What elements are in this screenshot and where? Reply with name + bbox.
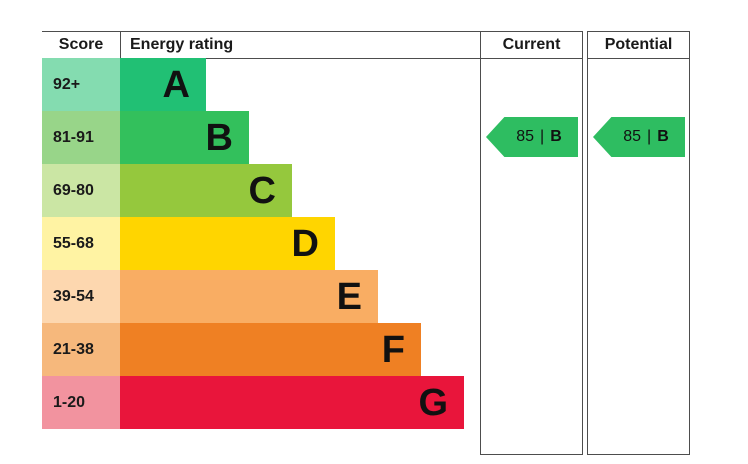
band-row: 39-54 E (42, 270, 378, 323)
band-row: 81-91 B (42, 111, 249, 164)
rating-bar: D (120, 217, 335, 270)
rating-bar: A (120, 58, 206, 111)
potential-header: Potential (588, 32, 689, 59)
rating-bar: F (120, 323, 421, 376)
band-row: 55-68 D (42, 217, 335, 270)
score-range-label: 21-38 (42, 323, 120, 376)
rating-bar: G (120, 376, 464, 429)
score-range-label: 81-91 (42, 111, 120, 164)
current-rating-value: 85 (516, 128, 535, 145)
score-column-divider (120, 31, 121, 58)
rating-letter: E (336, 275, 362, 318)
rating-letter: C (248, 169, 276, 212)
rating-bar: E (120, 270, 378, 323)
current-rating-arrow: 85 | B (486, 117, 578, 157)
potential-rating-arrow: 85 | B (593, 117, 685, 157)
score-range-label: 1-20 (42, 376, 120, 429)
arrow-separator: | (540, 128, 545, 145)
score-range-label: 92+ (42, 58, 120, 111)
rating-letter: A (162, 63, 190, 106)
potential-rating-value: 85 (623, 128, 642, 145)
rating-bar: B (120, 111, 249, 164)
potential-rating-letter: B (657, 128, 669, 145)
header-underline (42, 58, 480, 59)
table-top-border (42, 31, 480, 32)
current-header: Current (481, 32, 582, 59)
potential-column: Potential (587, 31, 690, 455)
rating-letter: G (418, 381, 448, 424)
band-row: 1-20 G (42, 376, 464, 429)
score-range-label: 39-54 (42, 270, 120, 323)
score-header: Score (58, 35, 104, 53)
score-range-label: 55-68 (42, 217, 120, 270)
rating-letter: B (205, 116, 233, 159)
band-row: 92+ A (42, 58, 206, 111)
current-column: Current (480, 31, 583, 455)
arrow-separator: | (647, 128, 652, 145)
rating-letter: D (291, 222, 319, 265)
rating-bar: C (120, 164, 292, 217)
score-range-label: 69-80 (42, 164, 120, 217)
energy-rating-header: Energy rating (130, 35, 234, 53)
rating-letter: F (381, 328, 405, 371)
band-row: 69-80 C (42, 164, 292, 217)
current-rating-letter: B (550, 128, 562, 145)
band-row: 21-38 F (42, 323, 421, 376)
